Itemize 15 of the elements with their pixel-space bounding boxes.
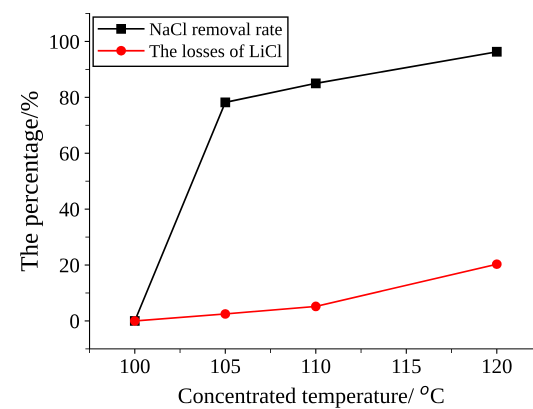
y-tick-label: 100 <box>50 34 80 49</box>
x-tick-label: 115 <box>392 359 421 374</box>
x-tick-label: 110 <box>302 359 330 374</box>
x-tick-label: 105 <box>212 359 240 374</box>
y-tick-label: 80 <box>60 90 80 105</box>
x-axis-title: Concentrated temperature/ $^{o}$C <box>178 386 444 408</box>
y-axis-title: The percentage/% <box>20 91 44 272</box>
y-tick-label: 0 <box>70 314 80 328</box>
y-tick-label: 20 <box>60 258 80 272</box>
legend-label: NaCl removal rate <box>150 22 282 36</box>
y-tick-label: 40 <box>59 202 80 217</box>
x-tick-label: 120 <box>483 359 512 374</box>
x-tick-label: 100 <box>121 359 150 374</box>
legend-label: The losses of LiCl <box>149 44 282 58</box>
y-tick-label: 60 <box>60 146 80 161</box>
